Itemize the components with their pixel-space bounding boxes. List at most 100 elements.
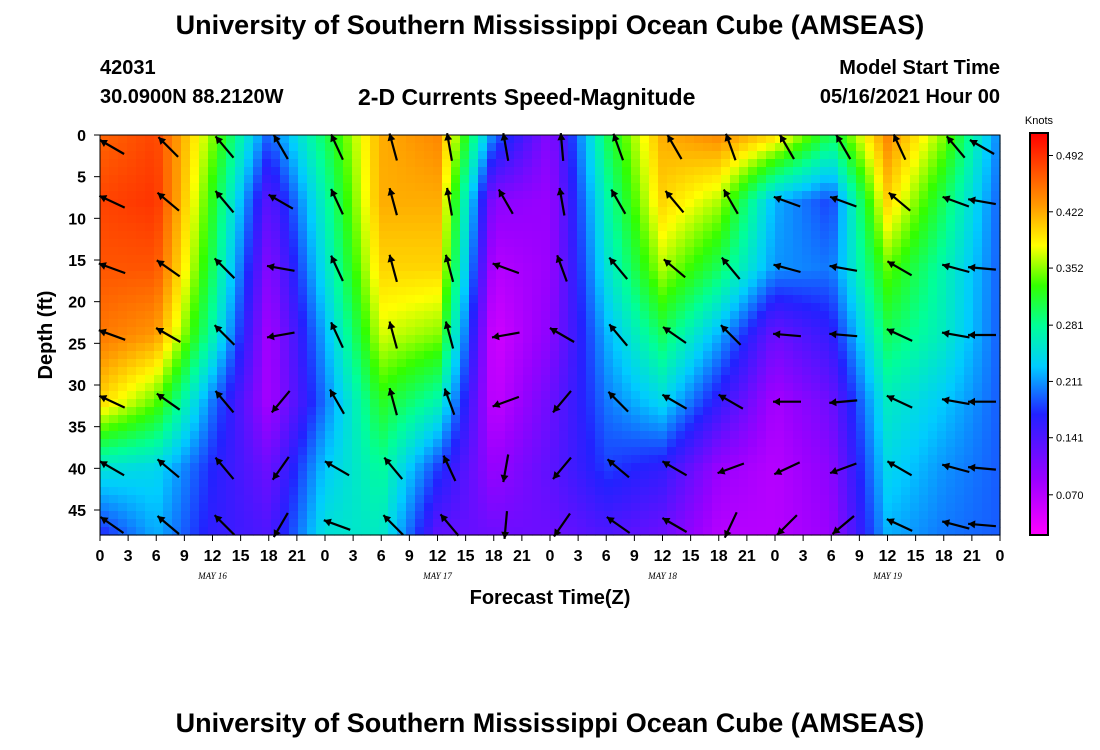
heatmap-cell [901,319,911,328]
heatmap-cell [280,247,290,256]
heatmap-cell [703,519,713,528]
heatmap-cell [820,383,830,392]
heatmap-cell [424,159,434,168]
heatmap-cell [838,199,848,208]
heatmap-cell [577,391,587,400]
heatmap-cell [307,487,317,496]
heatmap-cell [667,511,677,520]
heatmap-cell [991,239,1001,248]
heatmap-cell [730,367,740,376]
heatmap-cell [946,279,956,288]
heatmap-cell [406,351,416,360]
heatmap-cell [316,463,326,472]
heatmap-cell [694,311,704,320]
heatmap-cell [775,135,785,144]
heatmap-cell [325,391,335,400]
heatmap-cell [982,183,992,192]
heatmap-cell [406,479,416,488]
heatmap-cell [172,359,182,368]
heatmap-cell [136,471,146,480]
heatmap-cell [100,431,110,440]
heatmap-cell [829,335,839,344]
heatmap-cell [424,143,434,152]
heatmap-cell [442,375,452,384]
heatmap-cell [694,463,704,472]
heatmap-cell [226,495,236,504]
heatmap-cell [820,439,830,448]
heatmap-cell [928,295,938,304]
heatmap-cell [469,207,479,216]
heatmap-cell [712,343,722,352]
heatmap-cell [541,199,551,208]
heatmap-cell [361,263,371,272]
heatmap-cell [829,215,839,224]
heatmap-cell [523,511,533,520]
heatmap-cell [181,231,191,240]
heatmap-cell [694,407,704,416]
heatmap-cell [235,319,245,328]
heatmap-cell [910,183,920,192]
heatmap-cell [802,455,812,464]
heatmap-cell [361,527,371,536]
heatmap-cell [613,295,623,304]
heatmap-cell [838,207,848,216]
heatmap-cell [856,375,866,384]
heatmap-cell [649,495,659,504]
heatmap-cell [361,183,371,192]
heatmap-cell [469,231,479,240]
heatmap-cell [613,423,623,432]
heatmap-cell [244,335,254,344]
heatmap-cell [703,271,713,280]
heatmap-cell [883,271,893,280]
heatmap-cell [343,303,353,312]
heatmap-cell [307,263,317,272]
heatmap-cell [766,471,776,480]
heatmap-cell [172,391,182,400]
heatmap-cell [460,367,470,376]
heatmap-cell [541,439,551,448]
heatmap-cell [199,455,209,464]
heatmap-cell [235,303,245,312]
heatmap-cell [253,479,263,488]
heatmap-cell [217,295,227,304]
heatmap-cell [865,207,875,216]
heatmap-cell [343,519,353,528]
heatmap-cell [676,271,686,280]
heatmap-cell [676,431,686,440]
heatmap-cell [460,359,470,368]
heatmap-cell [388,479,398,488]
heatmap-cell [595,519,605,528]
heatmap-cell [298,455,308,464]
heatmap-cell [478,319,488,328]
heatmap-cell [748,151,758,160]
heatmap-cell [253,175,263,184]
heatmap-cell [379,167,389,176]
heatmap-cell [865,503,875,512]
heatmap-cell [883,375,893,384]
heatmap-cell [487,455,497,464]
heatmap-cell [352,311,362,320]
heatmap-cell [676,279,686,288]
heatmap-cell [622,167,632,176]
heatmap-cell [451,183,461,192]
heatmap-cell [280,415,290,424]
heatmap-cell [676,479,686,488]
heatmap-cell [199,463,209,472]
heatmap-cell [847,407,857,416]
heatmap-cell [370,455,380,464]
heatmap-cell [379,151,389,160]
heatmap-cell [190,183,200,192]
heatmap-cell [127,175,137,184]
heatmap-cell [694,447,704,456]
heatmap-cell [739,383,749,392]
heatmap-cell [658,239,668,248]
heatmap-cell [325,279,335,288]
heatmap-cell [235,239,245,248]
heatmap-cell [451,223,461,232]
heatmap-cell [397,447,407,456]
heatmap-cell [883,335,893,344]
heatmap-cell [712,183,722,192]
heatmap-cell [766,519,776,528]
heatmap-cell [496,279,506,288]
heatmap-cell [748,431,758,440]
